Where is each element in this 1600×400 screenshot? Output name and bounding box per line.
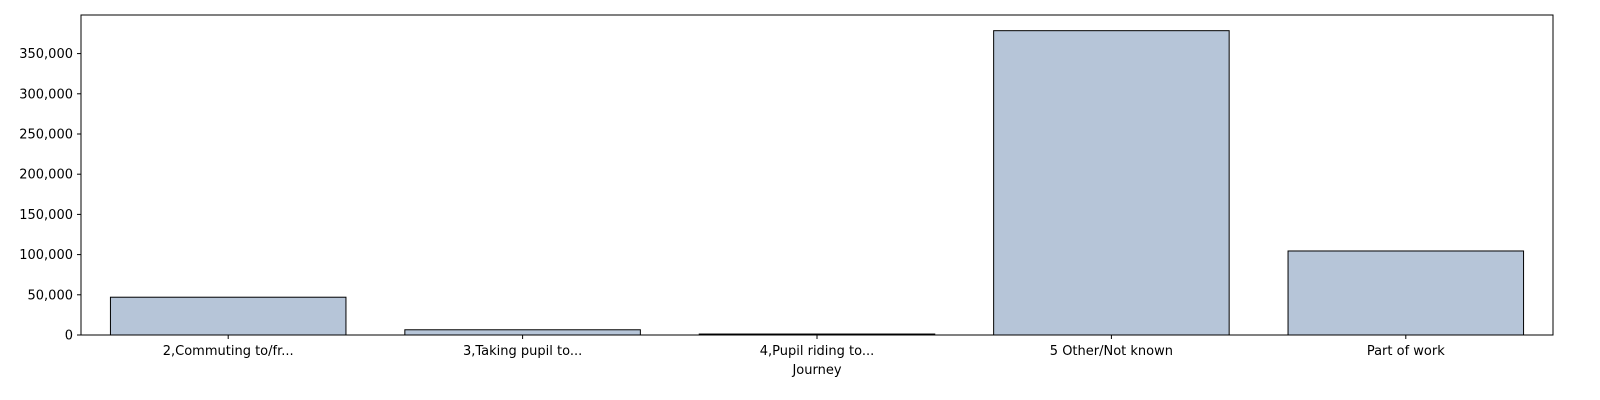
bar	[404, 329, 641, 336]
y-axis: 0 50,000 100,000 150,000 200,000 250,000 300,0…	[19, 47, 81, 344]
y-tick-label: 300,000	[19, 87, 73, 102]
y-tick-label: 250,000	[19, 127, 73, 142]
x-axis-title: Journey	[791, 363, 841, 378]
bar	[993, 30, 1230, 336]
x-tick-label: 4,Pupil riding to...	[760, 344, 875, 359]
y-tick-label: 100,000	[19, 248, 73, 263]
y-tick-label: 0	[65, 329, 73, 344]
x-tick-label: 3,Taking pupil to...	[463, 344, 582, 359]
bars-group	[109, 30, 1525, 336]
bar	[1287, 250, 1525, 336]
x-tick-label: 5 Other/Not known	[1050, 344, 1173, 359]
y-tick-label: 350,000	[19, 47, 73, 62]
bar	[109, 296, 347, 336]
y-tick-label: 150,000	[19, 208, 73, 223]
x-axis: 2,Commuting to/fr... 3,Taking pupil to...…	[163, 335, 1445, 359]
y-tick-label: 50,000	[28, 288, 74, 303]
x-tick-label: 2,Commuting to/fr...	[163, 344, 294, 359]
x-tick-label: Part of work	[1367, 344, 1445, 359]
y-tick-label: 200,000	[19, 168, 73, 183]
